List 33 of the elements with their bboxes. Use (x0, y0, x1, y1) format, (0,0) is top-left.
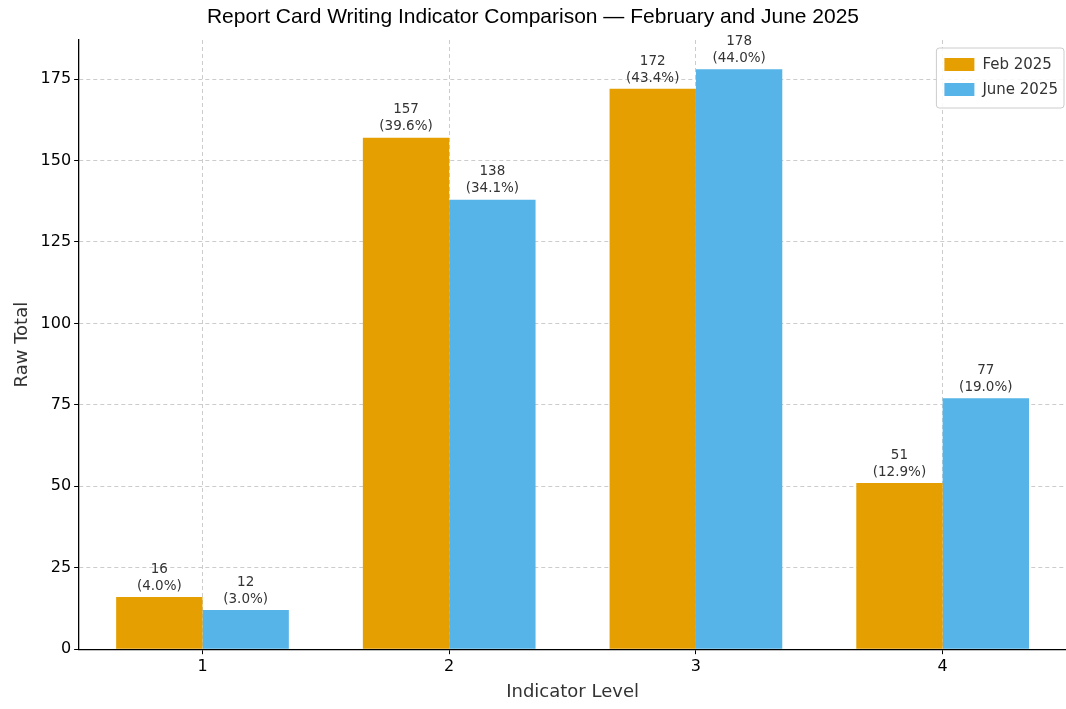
data-label: 157 (39.6%) (379, 100, 433, 134)
bar (942, 398, 1029, 649)
x-tick-label: 2 (444, 655, 455, 675)
y-tick-label: 175 (40, 68, 72, 88)
data-label: 138 (34.1%) (465, 162, 520, 196)
bar (116, 597, 203, 649)
y-tick-label: 0 (60, 638, 72, 658)
y-tick-label: 25 (50, 556, 72, 576)
x-tick-label: 1 (197, 655, 208, 675)
y-tick-label: 50 (50, 475, 72, 495)
data-label: 16 (4.0%) (136, 559, 182, 593)
data-label: 12 (3.0%) (223, 572, 269, 606)
y-tick-label: 150 (40, 149, 72, 169)
y-tick-label: 100 (40, 312, 72, 332)
x-axis-title: Indicator Level (506, 679, 639, 701)
legend-label: June 2025 (981, 79, 1058, 98)
bar (856, 483, 943, 649)
y-tick-label: 75 (50, 394, 72, 414)
bar (695, 69, 783, 649)
x-tick-label: 4 (937, 655, 948, 675)
bar (449, 199, 536, 649)
data-label: 178 (44.0%) (712, 32, 766, 66)
y-axis-title: Raw Total (10, 301, 32, 388)
bar (362, 137, 450, 649)
data-label: 51 (12.9%) (872, 445, 927, 479)
legend-label: Feb 2025 (982, 54, 1052, 73)
x-tick-label: 3 (690, 655, 702, 675)
bar (609, 88, 696, 649)
data-label: 172 (43.4%) (626, 51, 680, 85)
y-tick-label: 125 (40, 231, 72, 251)
bar (202, 610, 289, 649)
data-label: 77 (19.0%) (959, 361, 1013, 395)
chart-title: Report Card Writing Indicator Comparison — February and June 2025 (205, 4, 861, 28)
